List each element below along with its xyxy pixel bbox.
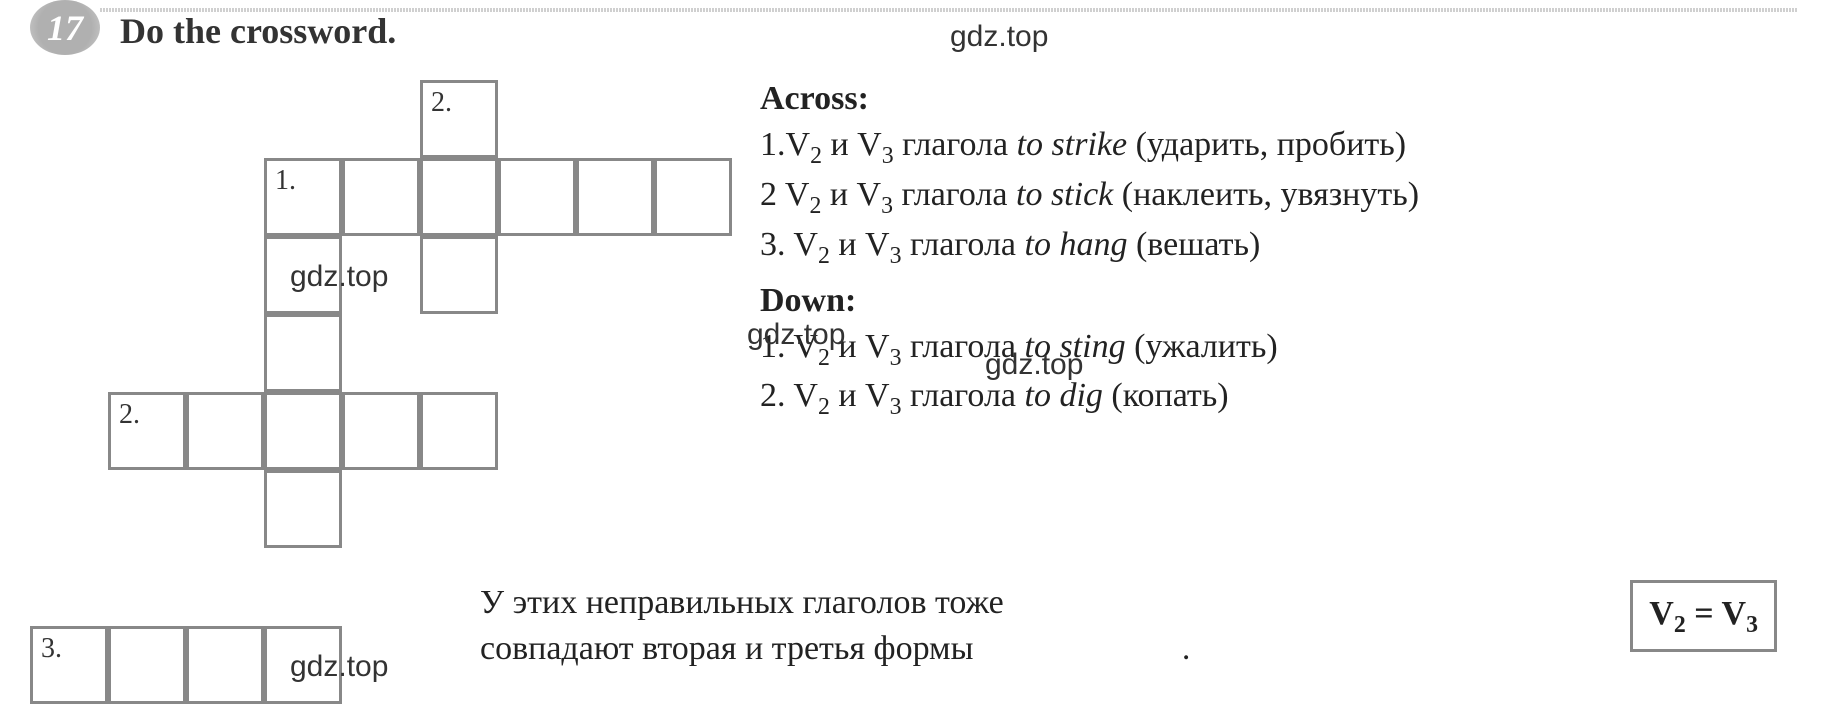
empty-cell xyxy=(186,548,264,626)
empty-cell xyxy=(576,80,654,158)
formula-box: V2 = V3 xyxy=(1630,580,1777,652)
crossword-cell[interactable] xyxy=(186,392,264,470)
cell-number: 2. xyxy=(119,399,140,431)
crossword-cell[interactable] xyxy=(420,158,498,236)
empty-cell xyxy=(576,314,654,392)
exercise-number-badge: 17 xyxy=(30,0,100,55)
empty-cell xyxy=(654,80,732,158)
footer-line2: совпадают вторая и третья формы xyxy=(480,630,973,667)
formula-eq: = V xyxy=(1686,595,1746,632)
crossword-cell[interactable] xyxy=(108,626,186,704)
empty-cell xyxy=(420,314,498,392)
watermark-text: gdz.top xyxy=(950,20,1048,54)
empty-cell xyxy=(342,470,420,548)
crossword-cell[interactable]: 3. xyxy=(30,626,108,704)
footer-line1: У этих неправильных глаголов тоже xyxy=(480,584,1004,621)
watermark-text: gdz.top xyxy=(290,650,388,684)
formula-sub1: 2 xyxy=(1674,612,1686,638)
empty-cell xyxy=(498,80,576,158)
empty-cell xyxy=(108,158,186,236)
crossword-cell[interactable] xyxy=(420,392,498,470)
across-list: 1.V2 и V3 глагола to strike (ударить, пр… xyxy=(760,122,1797,272)
cell-number: 1. xyxy=(275,165,296,197)
empty-cell xyxy=(342,80,420,158)
crossword-cell[interactable] xyxy=(654,158,732,236)
clue-line: 2. V2 и V3 глагола to dig (копать) xyxy=(760,373,1797,423)
clue-line: 1.V2 и V3 глагола to strike (ударить, пр… xyxy=(760,122,1797,172)
crossword-cell[interactable] xyxy=(186,626,264,704)
crossword-cell[interactable] xyxy=(420,236,498,314)
empty-cell xyxy=(654,470,732,548)
empty-cell xyxy=(30,80,108,158)
empty-cell xyxy=(186,80,264,158)
empty-cell xyxy=(108,314,186,392)
empty-cell xyxy=(186,470,264,548)
crossword-cell[interactable] xyxy=(576,158,654,236)
crossword-cell[interactable] xyxy=(342,392,420,470)
empty-cell xyxy=(576,470,654,548)
empty-cell xyxy=(30,314,108,392)
crossword-cell[interactable]: 1. xyxy=(264,158,342,236)
empty-cell xyxy=(108,236,186,314)
watermark-text: gdz.top xyxy=(985,348,1083,382)
empty-cell xyxy=(108,80,186,158)
crossword-cell[interactable] xyxy=(264,470,342,548)
crossword-cell[interactable] xyxy=(264,314,342,392)
cell-number: 3. xyxy=(41,633,62,665)
clue-line: 1. V2 и V3 глагола to sting (ужалить) xyxy=(760,324,1797,374)
cell-number: 2. xyxy=(431,87,452,119)
empty-cell xyxy=(186,236,264,314)
empty-cell xyxy=(654,236,732,314)
watermark-text: gdz.top xyxy=(747,318,845,352)
empty-cell xyxy=(576,392,654,470)
empty-cell xyxy=(30,548,108,626)
empty-cell xyxy=(654,314,732,392)
empty-cell xyxy=(108,548,186,626)
crossword-cell[interactable]: 2. xyxy=(420,80,498,158)
empty-cell xyxy=(30,236,108,314)
empty-cell xyxy=(30,392,108,470)
clue-line: 3. V2 и V3 глагола to hang (вешать) xyxy=(760,222,1797,272)
down-heading: Down: xyxy=(760,278,1797,324)
crossword-cell[interactable] xyxy=(498,158,576,236)
empty-cell xyxy=(498,236,576,314)
empty-cell xyxy=(654,392,732,470)
down-list: 1. V2 и V3 глагола to sting (ужалить)2. … xyxy=(760,324,1797,424)
footer-period: . xyxy=(1182,630,1191,667)
formula-sub2: 3 xyxy=(1746,612,1758,638)
empty-cell xyxy=(186,158,264,236)
formula-v1: V xyxy=(1649,595,1674,632)
footer-note: У этих неправильных глаголов тоже V2 = V… xyxy=(480,580,1777,672)
watermark-text: gdz.top xyxy=(290,260,388,294)
exercise-title: Do the crossword. xyxy=(120,10,396,52)
empty-cell xyxy=(264,80,342,158)
clue-line: 2 V2 и V3 глагола to stick (наклеить, ув… xyxy=(760,172,1797,222)
crossword-cell[interactable] xyxy=(342,158,420,236)
clues-section: Across: 1.V2 и V3 глагола to strike (уда… xyxy=(760,70,1797,423)
crossword-cell[interactable]: 2. xyxy=(108,392,186,470)
empty-cell xyxy=(186,314,264,392)
empty-cell xyxy=(498,392,576,470)
empty-cell xyxy=(30,470,108,548)
empty-cell xyxy=(342,548,420,626)
empty-cell xyxy=(30,158,108,236)
empty-cell xyxy=(108,470,186,548)
empty-cell xyxy=(264,548,342,626)
empty-cell xyxy=(420,470,498,548)
exercise-number: 17 xyxy=(47,7,83,49)
empty-cell xyxy=(342,314,420,392)
empty-cell xyxy=(576,236,654,314)
empty-cell xyxy=(498,314,576,392)
page-container: 17 Do the crossword. 2. 1. 2. 3. Across: 1.… xyxy=(0,0,1837,715)
crossword-cell[interactable] xyxy=(264,392,342,470)
empty-cell xyxy=(498,470,576,548)
across-heading: Across: xyxy=(760,76,1797,122)
